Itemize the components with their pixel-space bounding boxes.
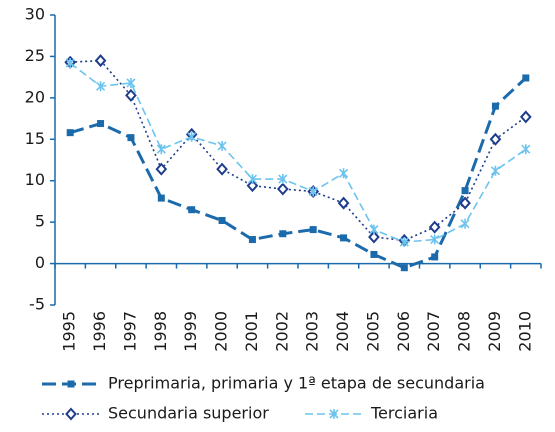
marker — [430, 234, 440, 245]
marker — [187, 131, 197, 142]
marker — [490, 165, 501, 176]
marker — [370, 250, 378, 258]
marker — [428, 220, 441, 234]
marker — [126, 77, 136, 88]
y-tick-label: 5 — [35, 212, 45, 231]
marker — [309, 226, 317, 234]
marker — [460, 218, 470, 229]
y-tick-label: 0 — [35, 253, 45, 272]
marker — [157, 194, 165, 202]
marker — [248, 236, 256, 244]
x-tick-label: 1997 — [120, 311, 139, 352]
marker — [491, 102, 499, 110]
marker — [246, 179, 259, 193]
marker — [329, 409, 339, 419]
marker — [217, 140, 227, 151]
x-tick-label: 2007 — [424, 311, 443, 352]
marker — [156, 144, 166, 155]
marker — [155, 162, 168, 176]
marker — [369, 224, 379, 235]
marker — [65, 58, 75, 69]
marker — [216, 162, 228, 176]
marker — [340, 234, 348, 242]
x-tick-label: 1998 — [151, 311, 170, 352]
marker — [521, 144, 531, 155]
y-tick-label: 10 — [25, 170, 45, 189]
legend-label: Secundaria superior — [108, 404, 269, 423]
marker — [308, 186, 318, 197]
marker — [65, 407, 77, 421]
series-line — [69, 76, 527, 270]
marker — [489, 132, 502, 146]
marker — [368, 230, 380, 244]
x-tick-label: 2008 — [455, 311, 474, 352]
marker — [97, 120, 105, 128]
x-tick-label: 1996 — [90, 311, 109, 352]
series-line — [69, 62, 527, 243]
marker — [399, 237, 409, 248]
x-tick-label: 2004 — [333, 311, 352, 352]
x-tick-label: 2001 — [242, 311, 261, 352]
marker — [400, 264, 408, 272]
marker — [431, 253, 439, 261]
y-tick-label: 20 — [25, 87, 45, 106]
x-tick-label: 2002 — [272, 311, 291, 352]
y-tick-label: -5 — [29, 295, 45, 314]
x-tick-label: 2003 — [303, 311, 322, 352]
marker — [276, 182, 289, 196]
marker — [278, 174, 288, 185]
y-tick-label: 25 — [25, 46, 45, 65]
marker — [66, 129, 74, 137]
marker — [519, 110, 532, 124]
marker — [94, 54, 107, 68]
marker — [279, 230, 287, 238]
marker — [127, 134, 135, 142]
marker — [247, 174, 258, 185]
marker — [338, 168, 349, 179]
legend-label: Preprimaria, primaria y 1ª etapa de secu… — [108, 374, 485, 393]
marker — [461, 187, 469, 195]
y-tick-label: 30 — [25, 5, 45, 24]
series-line — [70, 59, 527, 242]
x-tick-label: 2009 — [485, 311, 504, 352]
marker — [522, 74, 530, 82]
x-tick-label: 1999 — [181, 311, 200, 352]
marker — [459, 196, 471, 210]
marker — [218, 216, 226, 224]
x-tick-label: 2000 — [212, 311, 231, 352]
x-tick-label: 1995 — [60, 311, 79, 352]
y-tick-label: 15 — [25, 129, 45, 148]
x-tick-label: 2005 — [363, 311, 382, 352]
marker — [95, 81, 106, 92]
marker — [67, 380, 75, 388]
marker — [188, 206, 196, 214]
x-tick-label: 2006 — [394, 311, 413, 352]
legend-label: Terciaria — [370, 404, 438, 423]
marker — [337, 196, 350, 210]
marker — [125, 88, 137, 102]
x-tick-label: 2010 — [515, 311, 534, 352]
